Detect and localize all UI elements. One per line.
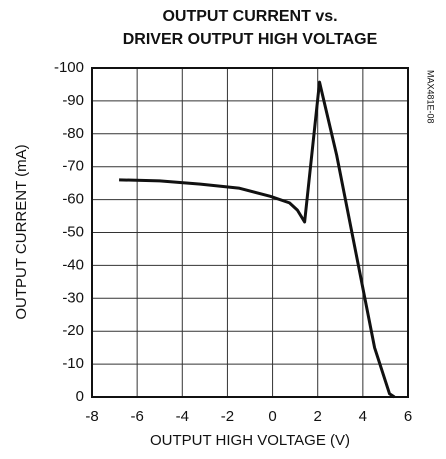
y-tick-label: -80 bbox=[62, 125, 84, 142]
y-tick-label: -30 bbox=[62, 289, 84, 306]
x-tick-label: -2 bbox=[221, 408, 234, 425]
y-tick-label: -50 bbox=[62, 223, 84, 240]
x-axis-label: OUTPUT HIGH VOLTAGE (V) bbox=[150, 432, 350, 449]
x-tick-label: -6 bbox=[130, 408, 143, 425]
y-tick-label: -90 bbox=[62, 92, 84, 109]
x-tick-label: 4 bbox=[359, 408, 367, 425]
x-tick-label: 6 bbox=[404, 408, 412, 425]
y-tick-label: 0 bbox=[76, 388, 84, 405]
data-line bbox=[119, 80, 396, 399]
y-tick-label: -60 bbox=[62, 191, 84, 208]
chart-title: OUTPUT CURRENT vs. bbox=[162, 8, 337, 25]
y-tick-label: -40 bbox=[62, 256, 84, 273]
y-axis-label: OUTPUT CURRENT (mA) bbox=[13, 144, 30, 319]
x-tick-label: -8 bbox=[85, 408, 98, 425]
chart-title: DRIVER OUTPUT HIGH VOLTAGE bbox=[123, 31, 378, 48]
plot-frame bbox=[91, 67, 409, 398]
x-tick-label: 2 bbox=[314, 408, 322, 425]
x-tick-label: 0 bbox=[268, 408, 276, 425]
y-tick-label: -10 bbox=[62, 355, 84, 372]
y-tick-label: -20 bbox=[62, 322, 84, 339]
x-tick-label: -4 bbox=[176, 408, 189, 425]
y-tick-label: -70 bbox=[62, 158, 84, 175]
y-tick-label: -100 bbox=[54, 59, 84, 76]
annotation: MAX481E-08 bbox=[426, 70, 436, 124]
